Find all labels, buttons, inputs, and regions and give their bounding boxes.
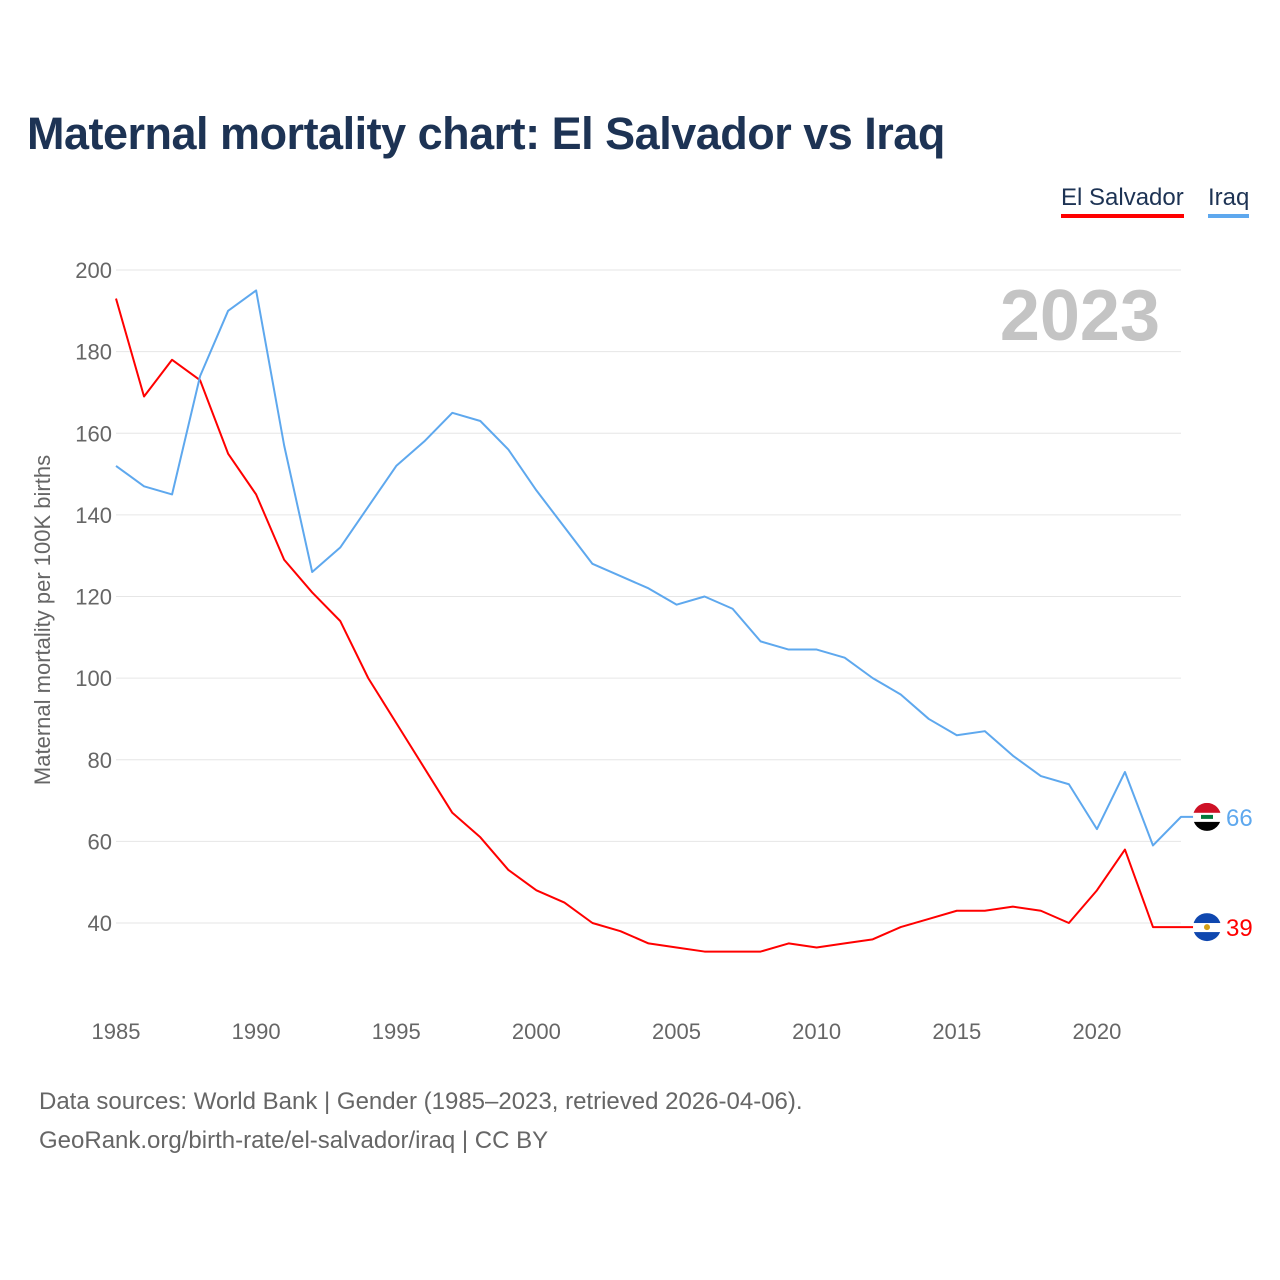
y-tick-label: 180 — [75, 340, 112, 365]
year-annotation: 2023 — [1000, 276, 1160, 356]
footer-sources: Data sources: World Bank | Gender (1985–… — [39, 1088, 803, 1115]
x-tick-label: 2000 — [512, 1019, 561, 1044]
end-label-el-salvador: 39 — [1226, 915, 1253, 942]
flag-iraq-icon — [1193, 802, 1221, 831]
x-tick-label: 2020 — [1072, 1019, 1121, 1044]
x-tick-label: 2005 — [652, 1019, 701, 1044]
y-tick-label: 100 — [75, 666, 112, 691]
y-axis-label: Maternal mortality per 100K births — [30, 455, 55, 785]
x-tick-label: 1990 — [232, 1019, 281, 1044]
y-tick-label: 200 — [75, 258, 112, 283]
legend-el-salvador[interactable]: El Salvador — [1061, 184, 1184, 218]
y-tick-label: 140 — [75, 503, 112, 528]
series-line-el-salvador — [115, 298, 1195, 953]
legend-iraq[interactable]: Iraq — [1208, 184, 1250, 218]
x-tick-label: 2015 — [932, 1019, 981, 1044]
x-tick-label: 2010 — [792, 1019, 841, 1044]
footer-link[interactable]: GeoRank.org/birth-rate/el-salvador/iraq … — [39, 1127, 549, 1154]
end-label-iraq: 66 — [1226, 805, 1253, 832]
x-tick-label: 1995 — [372, 1019, 421, 1044]
series-line-iraq — [115, 289, 1195, 847]
y-tick-label: 60 — [88, 829, 112, 854]
flag-el-salvador-icon — [1193, 913, 1221, 942]
y-tick-label: 160 — [75, 421, 112, 446]
y-tick-label: 80 — [88, 748, 112, 773]
x-tick-label: 1985 — [92, 1019, 141, 1044]
y-tick-label: 120 — [75, 585, 112, 610]
y-tick-label: 40 — [88, 911, 112, 936]
chart-title: Maternal mortality chart: El Salvador vs… — [27, 108, 945, 159]
